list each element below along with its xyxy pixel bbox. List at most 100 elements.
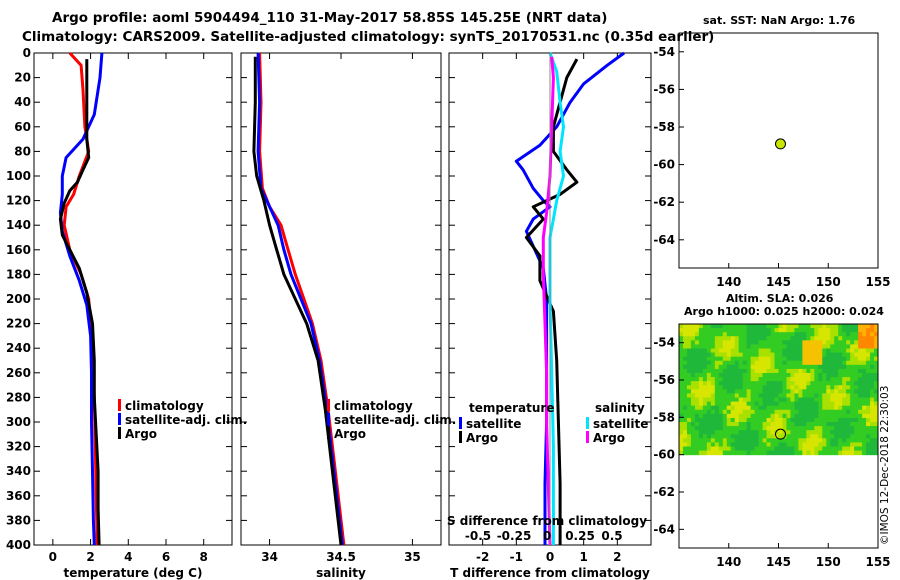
sla-cell bbox=[750, 422, 756, 427]
sla-cell bbox=[722, 352, 728, 358]
sla-cell bbox=[722, 348, 728, 354]
sla-cell bbox=[834, 332, 839, 337]
sla-cell bbox=[742, 413, 748, 419]
sla-cell bbox=[679, 381, 684, 386]
depth-tick-label: 60 bbox=[14, 120, 31, 134]
sla-cell bbox=[742, 397, 748, 403]
sla-cell bbox=[694, 401, 700, 407]
sla-cell bbox=[694, 344, 700, 349]
sla-cell bbox=[858, 348, 863, 354]
sla-cell bbox=[682, 393, 688, 398]
sla-cell bbox=[722, 438, 728, 443]
sla-cell bbox=[802, 381, 807, 386]
sla-cell bbox=[718, 373, 724, 378]
sla-cell bbox=[682, 389, 688, 394]
sla-cell bbox=[722, 344, 728, 349]
sla-cell bbox=[854, 450, 859, 456]
sla-cell bbox=[706, 438, 712, 443]
difference-legend-swatch bbox=[586, 417, 589, 429]
sla-cell bbox=[742, 426, 748, 431]
sla-cell bbox=[758, 328, 764, 333]
sla-cell bbox=[750, 328, 756, 333]
sla-cell bbox=[742, 442, 748, 447]
sla-cell bbox=[718, 336, 724, 341]
sla-cell bbox=[858, 409, 863, 415]
sla-cell bbox=[846, 385, 851, 390]
sla-cell bbox=[679, 417, 684, 423]
sla-cell bbox=[874, 426, 879, 431]
sla-cell bbox=[858, 430, 863, 435]
sla-cell bbox=[770, 413, 776, 419]
sla-cell bbox=[690, 328, 696, 333]
sla-cell bbox=[746, 426, 752, 431]
sla-cell bbox=[874, 340, 879, 345]
sla-cell bbox=[786, 417, 791, 423]
sla-cell bbox=[762, 442, 768, 447]
sla-cell bbox=[862, 409, 867, 415]
sla-cell bbox=[750, 442, 756, 447]
sla-cell bbox=[698, 405, 704, 411]
sla-cell bbox=[862, 336, 867, 341]
sla-cell bbox=[846, 368, 851, 374]
sla-cell bbox=[686, 434, 692, 439]
sla-cell bbox=[870, 332, 875, 337]
sla-cell bbox=[794, 328, 799, 333]
sla-cell bbox=[734, 348, 740, 354]
sla-cell bbox=[810, 422, 815, 427]
sla-cell bbox=[782, 360, 787, 366]
sla-cell bbox=[818, 430, 823, 435]
sla-cell bbox=[742, 405, 748, 411]
sla-cell bbox=[782, 442, 787, 447]
sla-cell bbox=[686, 446, 692, 452]
sla-cell bbox=[874, 409, 879, 415]
sla-cell bbox=[746, 405, 752, 411]
sla-cell bbox=[806, 364, 811, 370]
sla-cell bbox=[766, 417, 772, 423]
sla-cell bbox=[846, 430, 851, 435]
sla-cell bbox=[746, 348, 752, 354]
sla-cell bbox=[794, 385, 799, 390]
sla-cell bbox=[762, 434, 768, 439]
sla-cell bbox=[830, 336, 835, 341]
sla-cell bbox=[826, 364, 831, 370]
sla-cell bbox=[858, 446, 863, 452]
sla-cell bbox=[822, 422, 827, 427]
sla-cell bbox=[770, 381, 776, 386]
sla-cell bbox=[862, 377, 867, 382]
sla-cell bbox=[686, 397, 692, 403]
sla-cell bbox=[686, 373, 692, 378]
sla-cell bbox=[818, 364, 823, 370]
sla-cell bbox=[870, 348, 875, 354]
sla-cell bbox=[758, 360, 764, 366]
sla-cell bbox=[718, 348, 724, 354]
sla-cell bbox=[730, 356, 736, 362]
sla-cell bbox=[822, 324, 827, 329]
sla-cell bbox=[702, 430, 708, 435]
sla-cell bbox=[702, 405, 708, 411]
sla-cell bbox=[862, 360, 867, 366]
sla-cell bbox=[874, 364, 879, 370]
sla-cell bbox=[830, 344, 835, 349]
sla-cell bbox=[798, 336, 803, 341]
sla-cell bbox=[854, 328, 859, 333]
sla-cell bbox=[846, 352, 851, 358]
sla-cell bbox=[714, 434, 720, 439]
sla-cell bbox=[702, 446, 708, 452]
sla-cell bbox=[850, 438, 855, 443]
sla-cell bbox=[842, 397, 847, 403]
sla-cell bbox=[810, 450, 815, 456]
sla-cell bbox=[758, 430, 764, 435]
sla-cell bbox=[814, 401, 819, 407]
sla-cell bbox=[814, 332, 819, 337]
sla-cell bbox=[858, 434, 863, 439]
sla-cell bbox=[690, 446, 696, 452]
sla-cell bbox=[794, 417, 799, 423]
sla-cell bbox=[698, 377, 704, 382]
sla-cell bbox=[758, 385, 764, 390]
sla-cell bbox=[702, 401, 708, 407]
difference-series-t-satellite bbox=[514, 51, 625, 545]
sla-cell bbox=[814, 413, 819, 419]
sla-cell bbox=[810, 434, 815, 439]
sla-cell bbox=[870, 340, 875, 345]
sst-map-ytick-label: -62 bbox=[653, 195, 675, 209]
